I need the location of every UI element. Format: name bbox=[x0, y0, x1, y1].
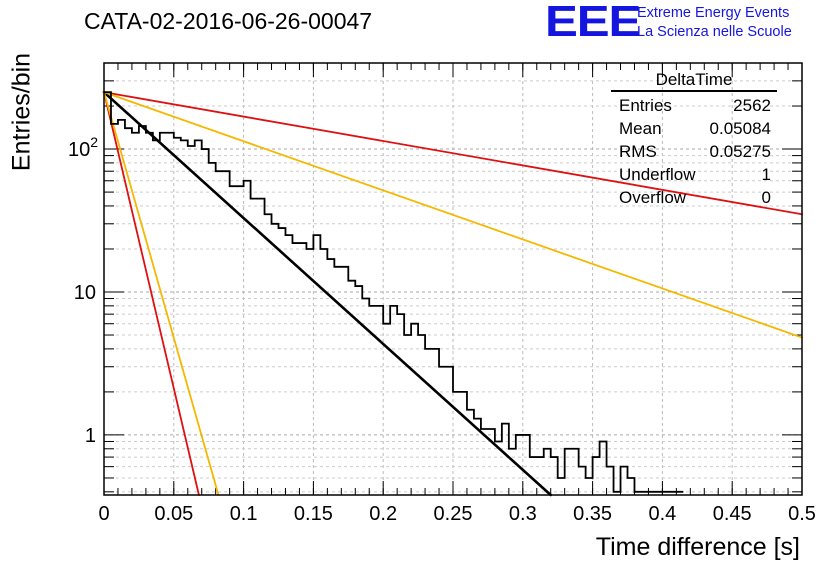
stats-label: RMS bbox=[619, 142, 657, 161]
x-tick-label: 0.35 bbox=[573, 503, 612, 525]
logo-caption: Extreme Energy Events La Scienza nelle S… bbox=[637, 4, 792, 42]
run-title: CATA-02-2016-06-26-00047 bbox=[84, 8, 373, 34]
axis-ticks bbox=[103, 62, 803, 495]
stats-row: Mean 0.05084 bbox=[611, 117, 777, 140]
stats-row: Entries 2562 bbox=[611, 94, 777, 117]
tick-labels: 0 0.05 0.1 0.15 0.2 0.25 0.3 0.35 0.4 0.45 0.51101… bbox=[68, 134, 816, 525]
y-tick-label: 10 bbox=[74, 282, 96, 304]
y-axis-title: Entries/bin bbox=[7, 52, 36, 172]
x-tick-label: 0.4 bbox=[648, 503, 676, 525]
plot-frame bbox=[103, 62, 803, 496]
stats-row: RMS 0.05275 bbox=[611, 140, 777, 163]
stats-value: 1 bbox=[761, 165, 771, 184]
stats-title: DeltaTime bbox=[611, 70, 777, 92]
x-tick-label: 0.5 bbox=[788, 503, 816, 525]
x-tick-label: 0.2 bbox=[369, 503, 397, 525]
y-tick-label: 1 bbox=[85, 425, 96, 447]
stats-label: Overflow bbox=[619, 188, 687, 207]
fit-line bbox=[103, 91, 803, 339]
stats-row: Overflow 0 bbox=[611, 186, 777, 209]
data-layer bbox=[102, 90, 803, 497]
x-axis-title: Time difference [s] bbox=[595, 533, 800, 561]
stats-label: Underflow bbox=[619, 165, 696, 184]
fit-line bbox=[103, 91, 200, 496]
logo-line-1: Extreme Energy Events bbox=[637, 5, 790, 21]
stats-label: Entries bbox=[619, 96, 672, 115]
fit-line bbox=[103, 91, 803, 216]
x-tick-label: 0.45 bbox=[713, 503, 752, 525]
stats-box: DeltaTime Entries 2562 Mean 0.05084 RMS … bbox=[611, 70, 777, 209]
x-tick-label: 0.15 bbox=[294, 503, 333, 525]
x-tick-label: 0.3 bbox=[509, 503, 537, 525]
stats-row: Underflow 1 bbox=[611, 163, 777, 186]
x-tick-label: 0.05 bbox=[154, 503, 193, 525]
histogram-outline bbox=[104, 91, 684, 493]
fit-line bbox=[102, 90, 553, 497]
stats-value: 0.05275 bbox=[709, 142, 771, 161]
stats-value: 2562 bbox=[733, 96, 771, 115]
grid bbox=[104, 62, 802, 495]
stats-value: 0 bbox=[761, 188, 771, 207]
fit-line bbox=[103, 91, 220, 496]
x-tick-label: 0 bbox=[98, 503, 109, 525]
x-tick-label: 0.1 bbox=[230, 503, 258, 525]
logo-line-2: La Scienza nelle Scuole bbox=[637, 24, 792, 40]
x-tick-label: 0.25 bbox=[434, 503, 473, 525]
stats-value: 0.05084 bbox=[709, 119, 771, 138]
y-tick-label: 102 bbox=[68, 134, 98, 161]
stats-label: Mean bbox=[619, 119, 662, 138]
eee-logo: EEE bbox=[545, 0, 641, 46]
